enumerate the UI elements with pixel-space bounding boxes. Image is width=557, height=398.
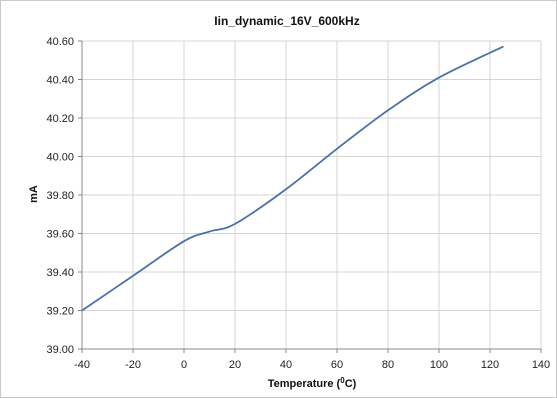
grid-layer bbox=[81, 40, 542, 350]
x-axis-title-superscript: 0 bbox=[340, 376, 345, 385]
x-tick-label: 40 bbox=[280, 359, 292, 371]
x-tick-label: 120 bbox=[481, 359, 499, 371]
y-tick-label: 39.40 bbox=[46, 267, 74, 279]
y-tick-label: 40.40 bbox=[46, 75, 74, 87]
chart-title: Iin_dynamic_16V_600kHz bbox=[214, 14, 359, 28]
y-tick-label: 39.00 bbox=[46, 344, 74, 356]
x-axis-title: Temperature (0C) bbox=[268, 376, 357, 390]
y-tick-label: 40.20 bbox=[46, 113, 74, 125]
x-tick-label: 140 bbox=[532, 359, 550, 371]
x-tick-label: 100 bbox=[430, 359, 448, 371]
ticks-layer: -40 -20 0 20 40 60 80 100 120 140 39.00 39.20 39.40 3… bbox=[46, 36, 550, 371]
y-tick-label: 40.00 bbox=[46, 152, 74, 164]
y-tick-label: 40.60 bbox=[46, 36, 74, 48]
series-layer bbox=[81, 45, 504, 312]
x-axis-title-suffix: C) bbox=[345, 378, 357, 390]
y-tick-label: 39.60 bbox=[46, 229, 74, 241]
series-line bbox=[81, 45, 504, 312]
x-tick-label: 20 bbox=[229, 359, 241, 371]
x-tick-label: -20 bbox=[125, 359, 141, 371]
y-axis-title: mA bbox=[28, 185, 40, 203]
y-tick-label: 39.80 bbox=[46, 190, 74, 202]
x-tick-label: 60 bbox=[331, 359, 343, 371]
y-tick-label: 39.20 bbox=[46, 306, 74, 318]
x-axis-title-prefix: Temperature ( bbox=[268, 378, 341, 390]
x-tick-label: -40 bbox=[74, 359, 90, 371]
x-tick-label: 0 bbox=[181, 359, 187, 371]
x-tick-label: 80 bbox=[382, 359, 394, 371]
